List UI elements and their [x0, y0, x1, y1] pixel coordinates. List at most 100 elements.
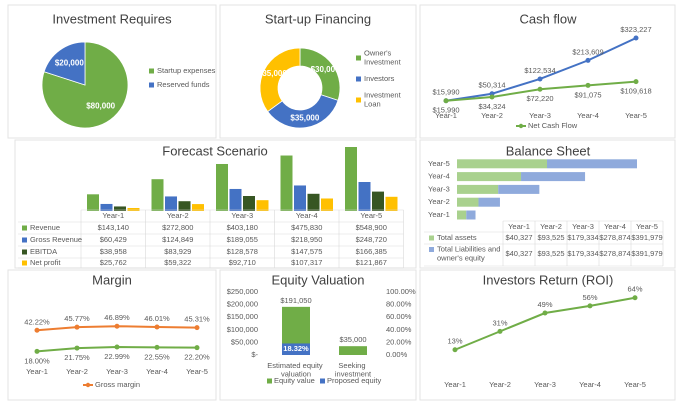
marker: [633, 79, 639, 85]
panel: [219, 269, 417, 401]
table-header: Year-5: [636, 222, 658, 231]
legend-swatch: [320, 378, 325, 384]
bar: [100, 203, 113, 211]
legend-label: Equity value: [274, 376, 315, 385]
table-cell: $147,575: [291, 247, 322, 256]
bar: [216, 163, 228, 211]
legend-label: Total Liabilities and owner's equity: [437, 244, 502, 262]
x-tick-label: Year-1: [444, 380, 466, 389]
data-label: $15,990: [432, 88, 459, 97]
legend-label: Owner's Investment: [364, 48, 402, 66]
bar: [457, 197, 479, 207]
bar: [457, 172, 522, 182]
data-label: $122,534: [524, 66, 555, 75]
table-header: Year-4: [604, 222, 626, 231]
table-cell: $93,525: [537, 249, 564, 258]
x-tick-label: Estimated equity valuation: [267, 361, 325, 379]
table-cell: $92,710: [229, 258, 256, 267]
y2-tick-label: 80.00%: [386, 300, 412, 309]
legend-label: Gross Revenue: [30, 235, 82, 244]
bar: [358, 182, 371, 211]
data-label: 31%: [492, 318, 507, 327]
bar: [547, 159, 637, 169]
marker: [587, 303, 593, 309]
table-header: Year-2: [540, 222, 562, 231]
slice-label: $80,000: [86, 102, 115, 111]
legend-swatch: [22, 237, 27, 243]
marker: [632, 295, 638, 301]
table-cell: $25,762: [100, 258, 127, 267]
x-tick-label: Year-3: [106, 367, 128, 376]
table-cell: $179,334: [567, 233, 598, 242]
table-cell: $179,334: [567, 249, 598, 258]
table-cell: $548,900: [356, 223, 387, 232]
bar: [339, 346, 367, 355]
bar: [457, 184, 499, 194]
table-cell: $218,950: [291, 235, 322, 244]
y2-tick-label: 100.00%: [386, 287, 416, 296]
marker: [537, 86, 543, 92]
table-cell: $278,874: [599, 249, 630, 258]
y-tick-label: Year-4: [428, 172, 450, 181]
data-label: 49%: [537, 300, 552, 309]
legend-label: Gross margin: [95, 380, 140, 389]
x-tick-label: Year-4: [579, 380, 601, 389]
x-tick-label: Year-4: [296, 211, 318, 220]
legend-label: Revenue: [30, 223, 60, 232]
slice-label: $35,000: [258, 69, 287, 78]
y2-tick-label: 40.00%: [386, 325, 412, 334]
data-label: $91,075: [574, 90, 601, 99]
legend-swatch: [356, 76, 361, 82]
chart-title: Investors Return (ROI): [483, 272, 614, 287]
data-label: 45.77%: [64, 314, 90, 323]
legend-label: Net Cash Flow: [528, 121, 578, 130]
bar: [457, 210, 467, 220]
legend-swatch: [149, 82, 154, 88]
legend-swatch: [356, 97, 361, 103]
x-tick-label: Seeking investment: [335, 361, 372, 379]
y2-tick-label: 60.00%: [386, 312, 412, 321]
x-tick-label: Year-5: [625, 111, 647, 120]
chart-title: Investment Requires: [52, 11, 172, 26]
marker: [497, 328, 503, 334]
marker: [194, 345, 200, 351]
marker: [34, 327, 40, 333]
marker: [154, 324, 160, 330]
panel: [419, 269, 676, 401]
marker: [633, 35, 639, 41]
data-label: $323,227: [620, 25, 651, 34]
data-label: 46.01%: [144, 314, 170, 323]
data-label: $72,220: [526, 94, 553, 103]
data-label: 13%: [447, 337, 462, 346]
data-label: 56%: [582, 293, 597, 302]
marker: [154, 344, 160, 350]
legend-label: Investors: [364, 74, 395, 83]
marker: [114, 323, 120, 329]
data-label: 45.31%: [184, 315, 210, 324]
legend-label: Reserved funds: [157, 80, 210, 89]
table-header: Year-3: [572, 222, 594, 231]
bar: [282, 343, 310, 355]
slice: [259, 47, 301, 113]
bar: [256, 200, 269, 211]
chart-title: Start-up Financing: [265, 11, 371, 26]
legend-swatch: [22, 225, 27, 231]
data-label: $191,050: [280, 296, 311, 305]
data-label: 18.00%: [24, 356, 50, 365]
bar: [87, 194, 99, 211]
table-cell: $189,055: [227, 235, 258, 244]
table-cell: $128,578: [227, 247, 258, 256]
x-tick-label: Year-2: [481, 111, 503, 120]
marker: [537, 76, 543, 82]
slice: [43, 41, 86, 86]
data-label: 21.75%: [64, 353, 90, 362]
bar: [372, 191, 384, 211]
table-cell: $60,429: [100, 235, 127, 244]
marker: [443, 98, 449, 104]
y-tick-label: Year-2: [428, 197, 450, 206]
marker: [489, 94, 495, 100]
x-tick-label: Year-2: [167, 211, 189, 220]
legend-swatch: [267, 378, 272, 384]
legend-swatch: [22, 260, 27, 266]
